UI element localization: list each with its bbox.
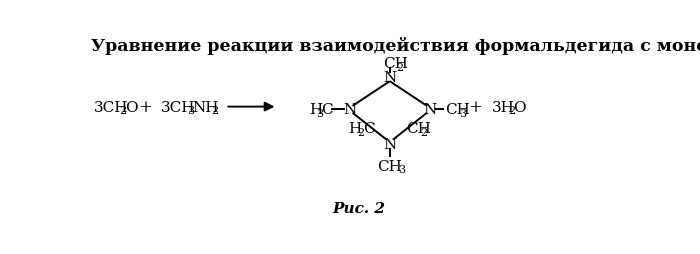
Text: 2: 2 (420, 127, 427, 137)
Text: 2: 2 (397, 62, 404, 72)
Text: O: O (513, 100, 526, 114)
Text: H: H (348, 121, 361, 135)
Text: 2: 2 (211, 106, 218, 116)
Text: 3: 3 (187, 106, 194, 116)
Text: 3: 3 (398, 164, 405, 174)
Text: N: N (424, 103, 437, 116)
Text: 3: 3 (458, 108, 466, 118)
Text: O: O (125, 100, 137, 114)
Text: +: + (468, 99, 482, 116)
Text: CH: CH (444, 103, 470, 116)
Text: CH: CH (377, 159, 402, 173)
Text: 3CH: 3CH (94, 100, 128, 114)
Text: N: N (383, 137, 396, 151)
Text: 2: 2 (119, 106, 127, 116)
Text: +: + (139, 99, 153, 116)
Text: H: H (309, 103, 323, 116)
Text: Уравнение реакции взаимодействия формальдегида с монометиламином: Уравнение реакции взаимодействия формаль… (90, 37, 700, 55)
Text: CH: CH (406, 121, 431, 135)
Text: N: N (343, 103, 356, 116)
Text: CH: CH (383, 56, 407, 70)
Text: 3: 3 (316, 108, 323, 118)
Text: 3CH: 3CH (161, 100, 195, 114)
Text: Рис. 2: Рис. 2 (332, 201, 385, 215)
Text: N: N (383, 71, 396, 85)
Text: 2: 2 (357, 127, 364, 137)
Text: C: C (363, 121, 375, 135)
Text: 2: 2 (508, 106, 515, 116)
Text: 3H: 3H (492, 100, 515, 114)
Text: NH: NH (192, 100, 218, 114)
Text: C: C (321, 103, 333, 116)
